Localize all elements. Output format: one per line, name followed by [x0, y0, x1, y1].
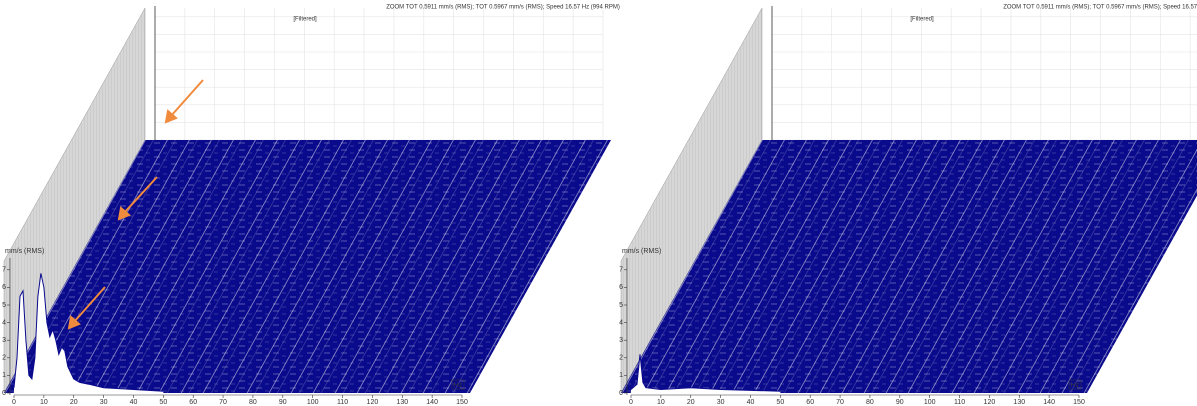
annotation-arrows: [67, 79, 204, 330]
x-tick-label: 140: [1043, 399, 1055, 406]
x-tick-label: 90: [279, 399, 287, 406]
waterfall-texture: [4, 140, 611, 393]
y-tick-label: 7: [2, 267, 6, 274]
x-tick-label: 70: [219, 399, 227, 406]
waterfall-panel: 0 10 20 30 40 50 60 70 80 90 100 110 120 130 140 150 0 1 2…: [619, 5, 1197, 406]
x-unit-box: [1068, 379, 1082, 390]
x-tick-label: 150: [456, 399, 468, 406]
y-axis-label: mm/s (RMS): [622, 248, 661, 255]
x-tick-label: 0: [12, 399, 16, 406]
x-tick-label: 30: [717, 399, 725, 406]
x-tick-label: 100: [924, 399, 936, 406]
x-tick-label: 110: [337, 399, 348, 406]
x-tick-label: 10: [40, 399, 48, 406]
x-tick-label: 60: [189, 399, 197, 406]
back-wall: [772, 8, 1197, 140]
x-tick-label: 70: [836, 399, 844, 406]
waterfall-panel: 0 10 20 30 40 50 60 70 80 90 100 110 120 130 140 150012…: [2, 5, 620, 406]
spectrum-line: [13, 273, 164, 392]
spectrum-fill: [631, 354, 781, 393]
x-tick-label: 40: [747, 399, 755, 406]
chart-title: ZOOM TOT 0.5911 mm/s (RMS); TOT 0.5967 m…: [1003, 5, 1197, 11]
y-tick-label: 5: [619, 302, 623, 309]
y-tick-label: 2: [619, 355, 623, 362]
x-tick-label: 130: [1013, 399, 1025, 406]
back-wall: [155, 8, 605, 140]
y-tick-label: 4: [2, 319, 6, 326]
x-unit-box: [451, 379, 465, 390]
side-wall: [620, 7, 763, 394]
x-tick-label: 50: [159, 399, 167, 406]
x-tick-label: 80: [866, 399, 874, 406]
x-tick-label: 120: [367, 399, 379, 406]
y-tick-label: 4: [619, 319, 623, 326]
y-tick-label: 3: [619, 337, 623, 344]
x-tick-label: 0: [629, 399, 633, 406]
x-tick-label: 20: [70, 399, 78, 406]
x-tick-label: 130: [396, 399, 408, 406]
chart-subtitle: [Filtered]: [910, 17, 934, 23]
y-tick-label: 3: [2, 337, 6, 344]
y-tick-label: 0: [619, 390, 623, 397]
chart-subtitle: [Filtered]: [293, 17, 317, 23]
x-tick-label: 60: [806, 399, 814, 406]
panels: 0 10 20 30 40 50 60 70 80 90 100 110 120 130 140 150012…: [2, 5, 1197, 406]
x-tick-label: 100: [307, 399, 319, 406]
y-tick-label: 2: [2, 355, 6, 362]
x-tick-label: 30: [100, 399, 108, 406]
y-tick-label: 5: [2, 302, 6, 309]
x-tick-label: 80: [249, 399, 257, 406]
x-tick-label: 10: [657, 399, 665, 406]
x-tick-label: 20: [687, 399, 695, 406]
x-tick-label: 90: [896, 399, 904, 406]
chart-title: ZOOM TOT 0.5911 mm/s (RMS); TOT 0.5967 m…: [386, 5, 620, 11]
x-unit-label: Hz: [1071, 382, 1080, 389]
y-tick-label: 1: [619, 372, 623, 379]
x-unit-label: Hz: [454, 382, 463, 389]
x-tick-label: 120: [984, 399, 996, 406]
x-tick-label: 140: [426, 399, 438, 406]
y-tick-label: 6: [619, 284, 623, 291]
y-axis-label: mm/s (RMS): [5, 248, 44, 255]
x-tick-label: 150: [1073, 399, 1085, 406]
y-tick-label: 6: [2, 284, 6, 291]
x-tick-label: 50: [776, 399, 784, 406]
y-tick-label: 7: [619, 267, 623, 274]
x-tick-label: 40: [130, 399, 138, 406]
y-tick-label: 0: [2, 390, 6, 397]
spectrum-line: [630, 354, 781, 392]
waterfall-texture: [621, 140, 1197, 393]
x-tick-label: 110: [954, 399, 965, 406]
spectrum-fill: [14, 273, 164, 393]
y-tick-label: 1: [2, 372, 6, 379]
